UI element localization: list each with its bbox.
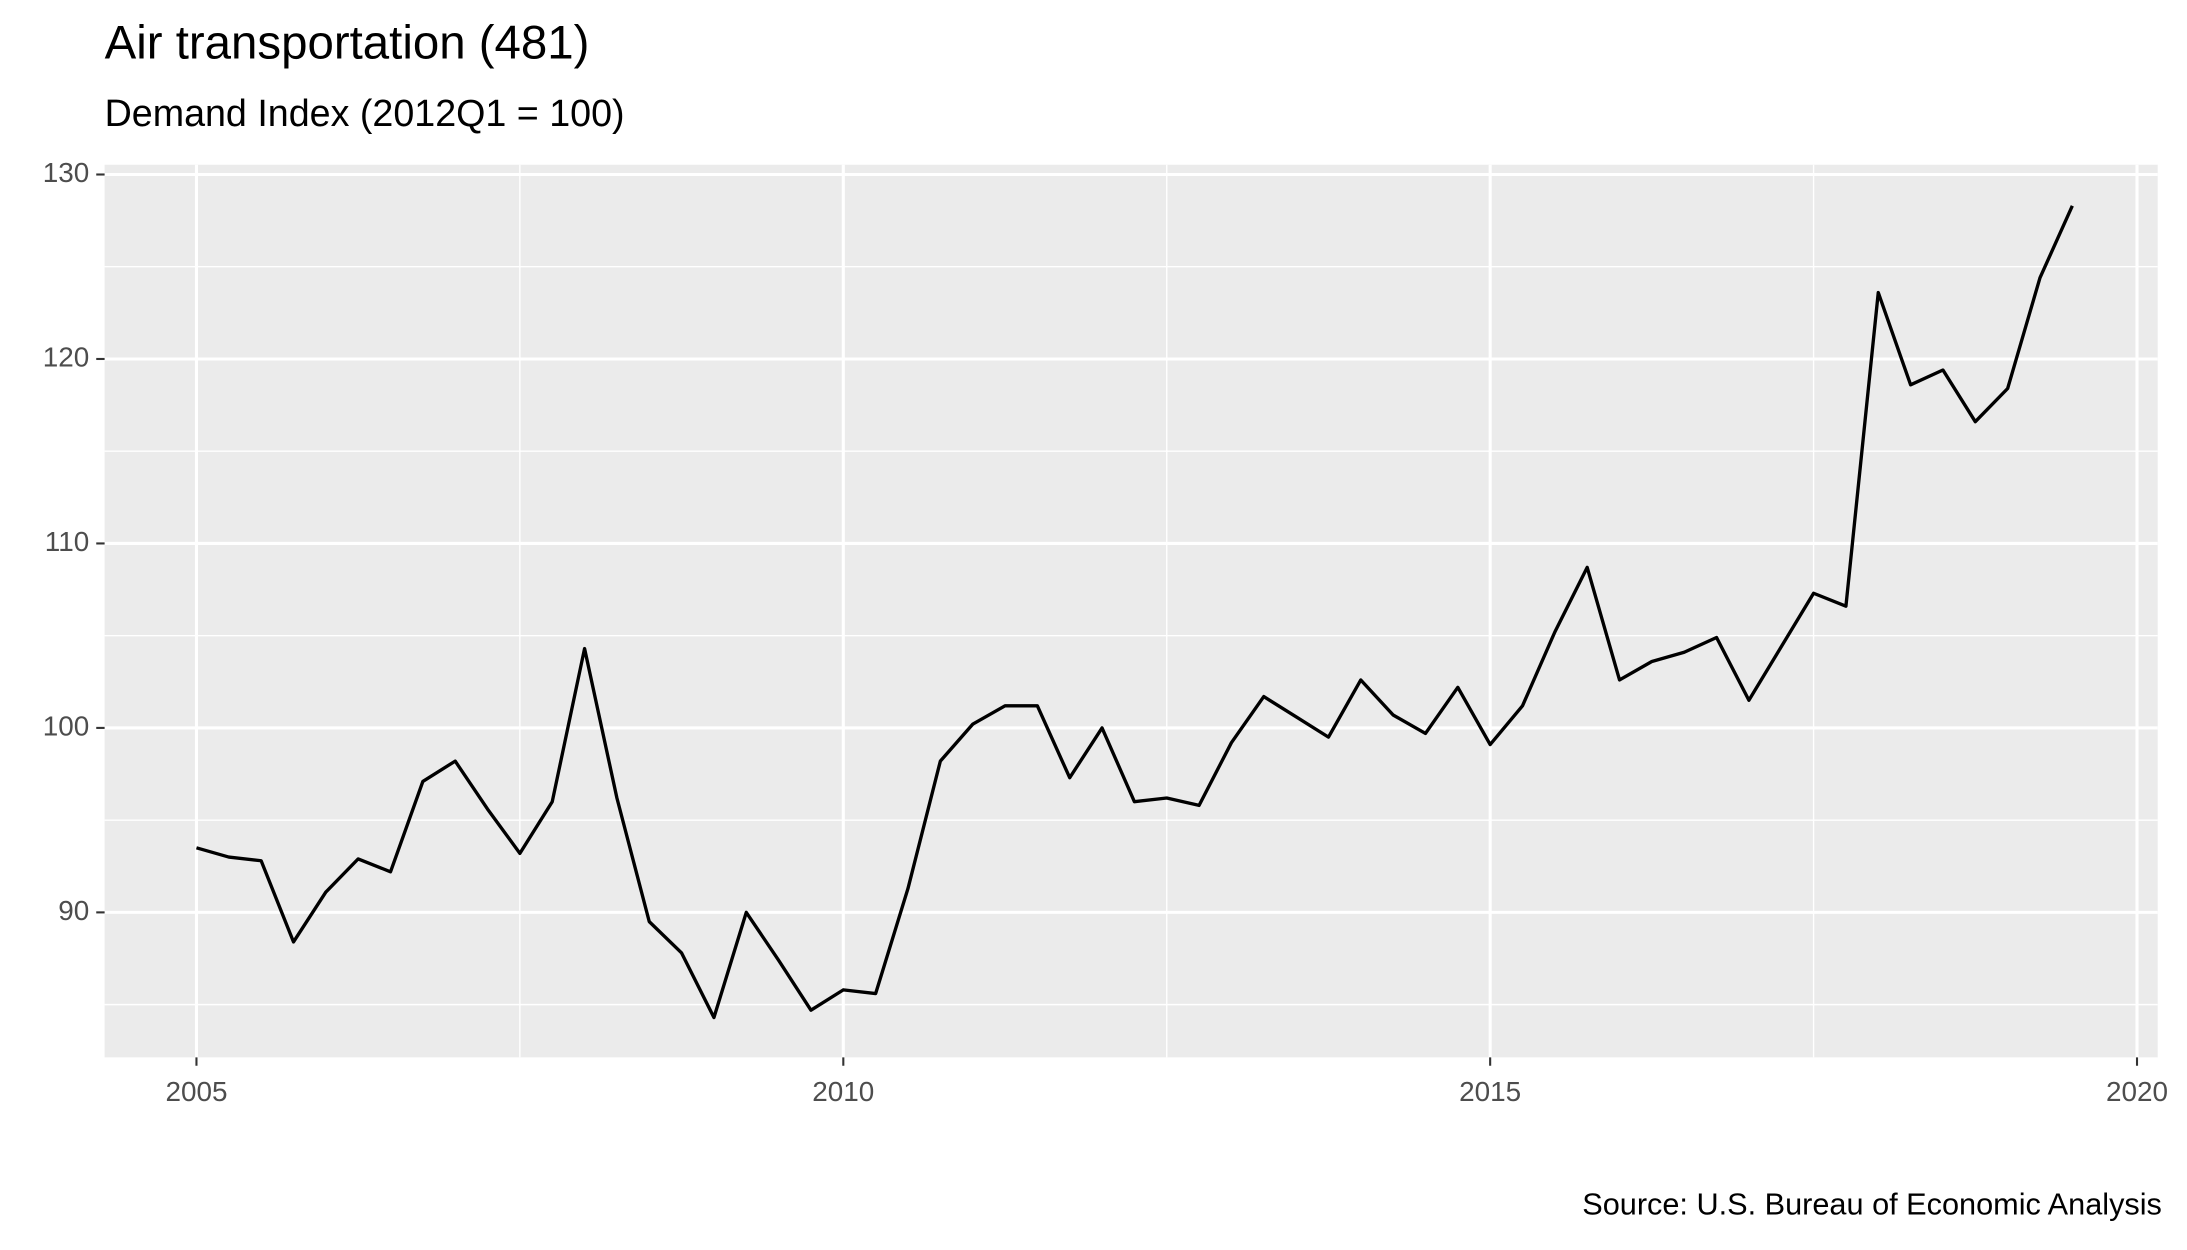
- caption: Source: U.S. Bureau of Economic Analysis: [1582, 1187, 2162, 1222]
- y-tick-label: 100: [43, 710, 90, 741]
- chart-subtitle: Demand Index (2012Q1 = 100): [105, 92, 625, 134]
- y-tick-label: 110: [45, 526, 89, 557]
- x-tick-label: 2015: [1459, 1076, 1521, 1107]
- y-tick-label: 120: [43, 341, 90, 372]
- plot-panel: [104, 164, 2158, 1058]
- data-line: [196, 205, 2074, 1020]
- y-tick-label: 130: [43, 157, 90, 188]
- chart-title: Air transportation (481): [105, 17, 590, 70]
- x-tick-label: 2020: [2106, 1076, 2168, 1107]
- x-tick-label: 2010: [812, 1076, 874, 1107]
- y-tick-label: 90: [58, 895, 89, 926]
- x-tick-label: 2005: [165, 1076, 227, 1107]
